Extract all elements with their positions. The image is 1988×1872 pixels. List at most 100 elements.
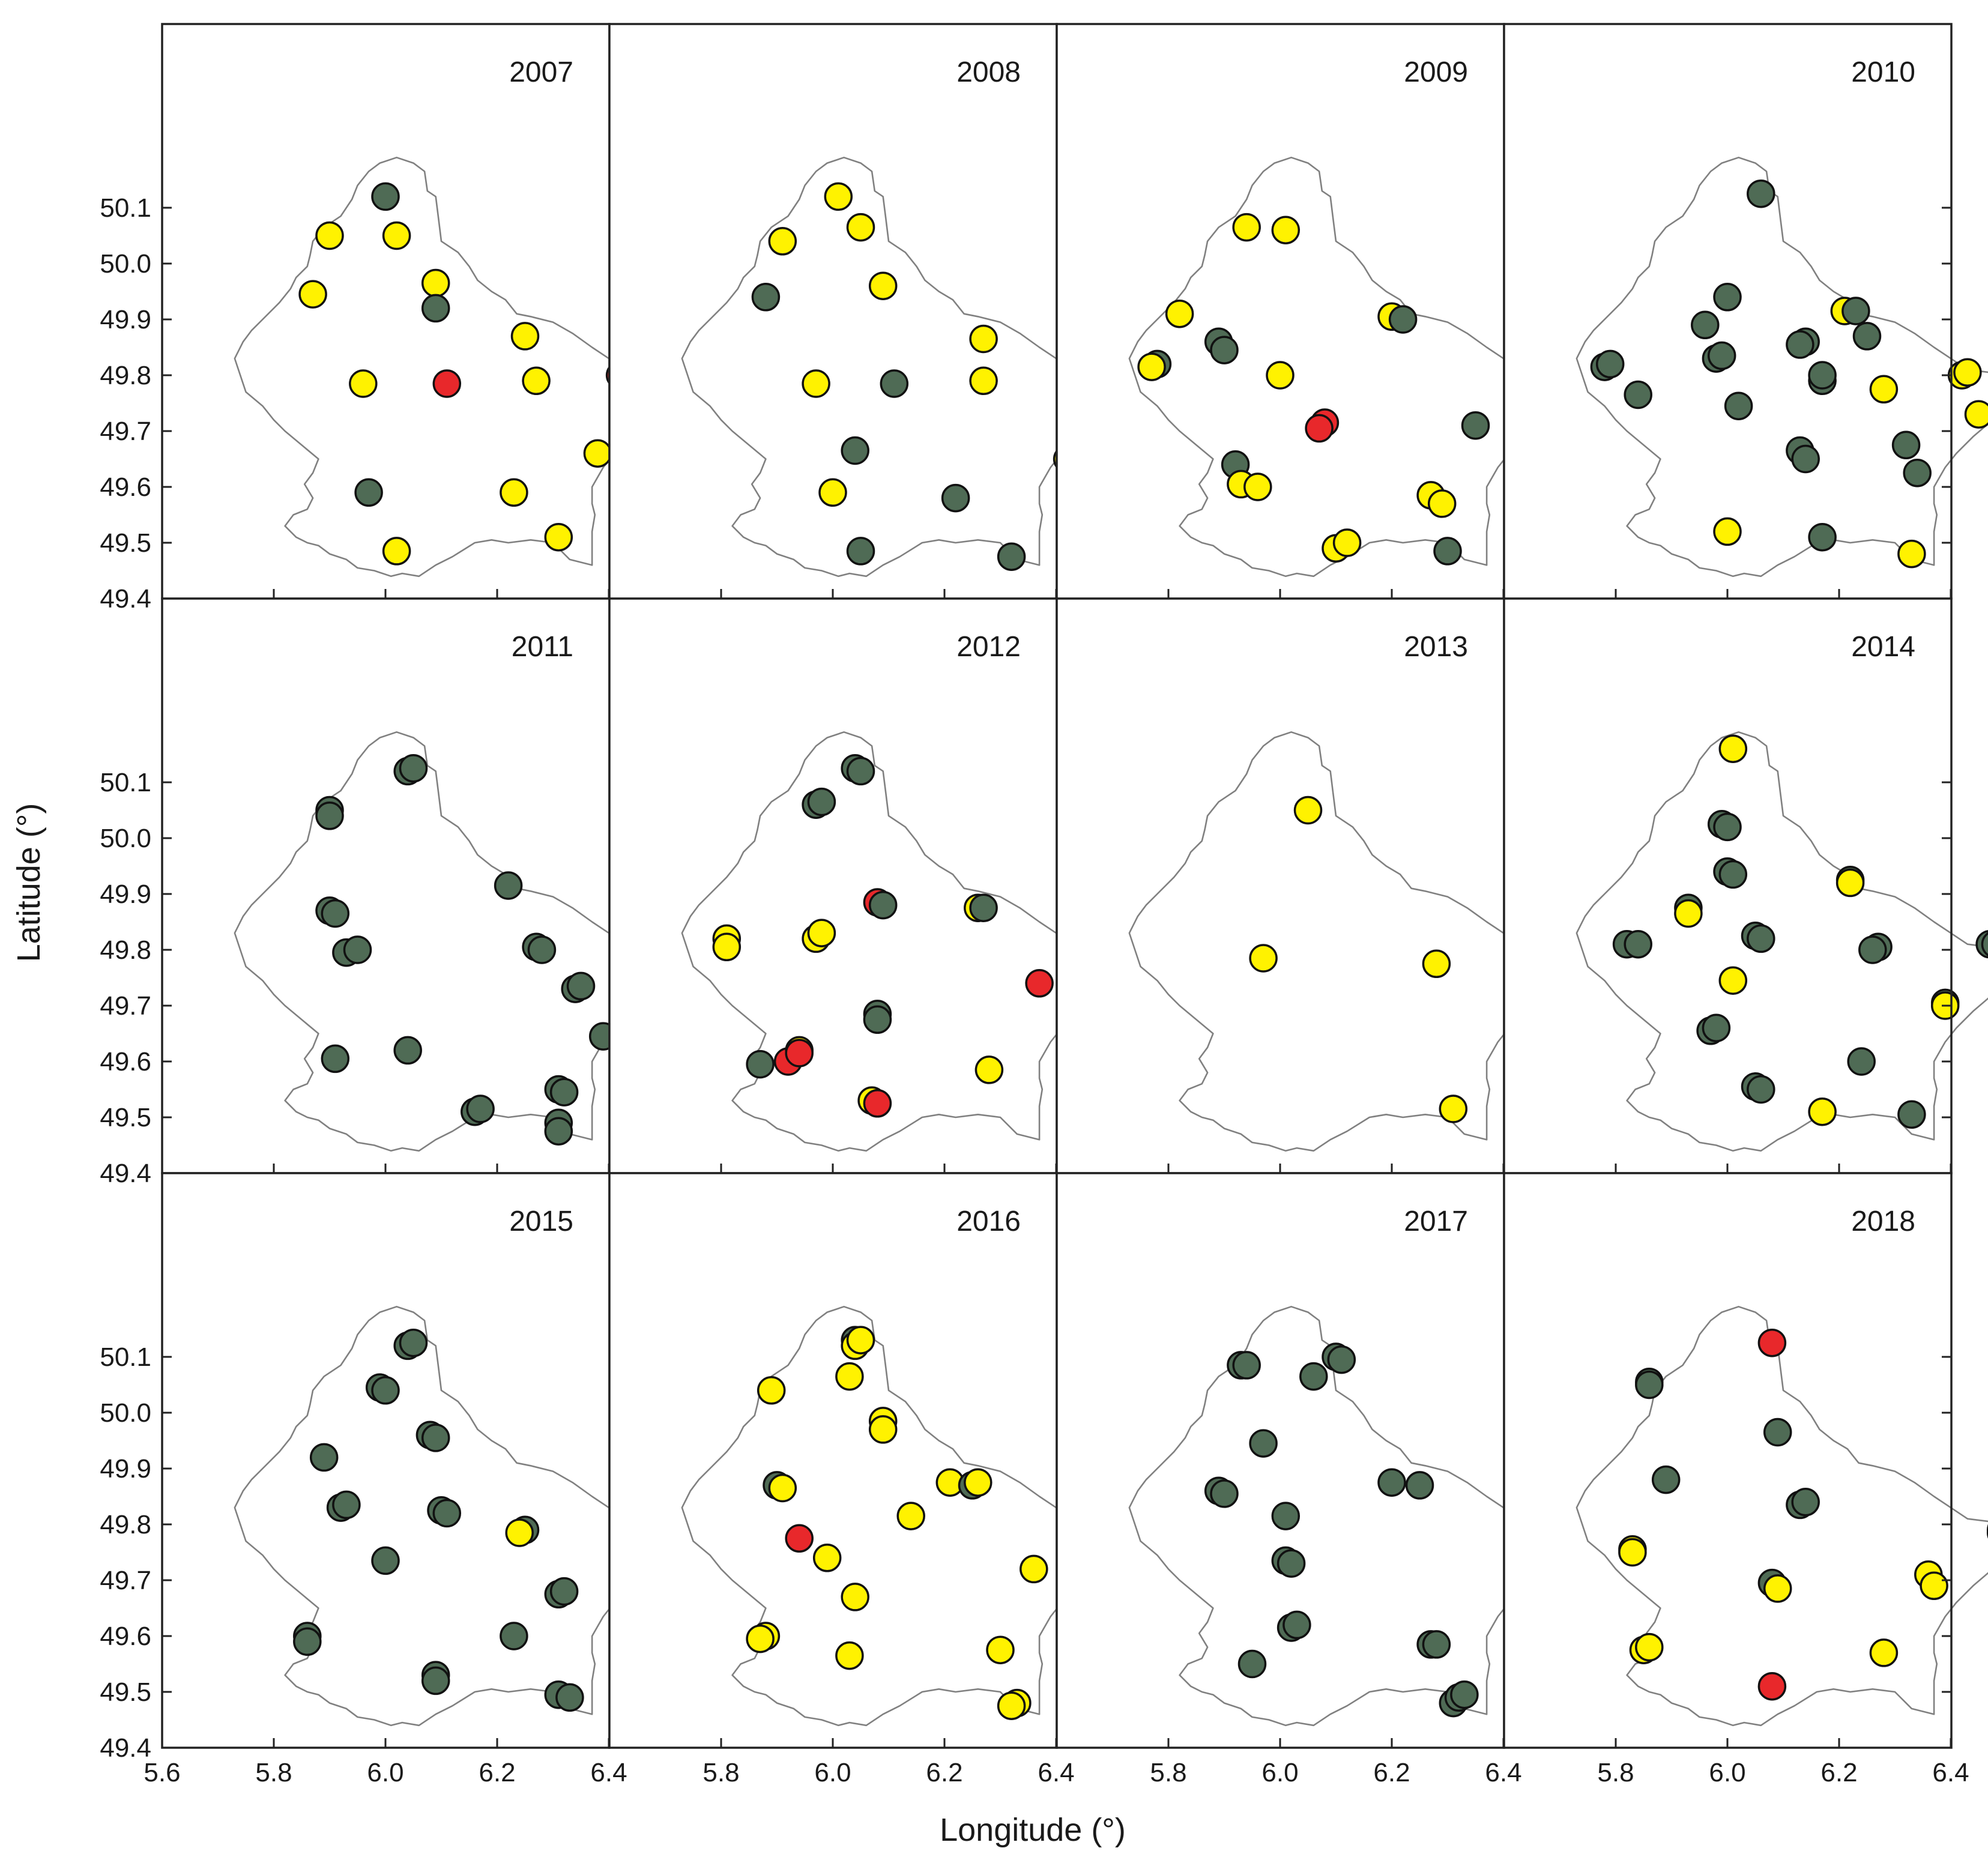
station-point-yellow <box>1618 1538 1647 1567</box>
x-tick-label: 6.2 <box>1373 1758 1410 1787</box>
station-point-red <box>785 1039 814 1067</box>
station-point-green <box>1786 330 1814 359</box>
x-tick-label: 5.8 <box>702 1758 739 1787</box>
y-tick-label: 50.1 <box>100 1342 151 1372</box>
country-border <box>1576 1306 1988 1727</box>
panel-2010: 2010 <box>1503 23 1988 600</box>
country-border <box>1576 731 1988 1152</box>
station-point-green <box>1791 1488 1820 1517</box>
station-point-yellow <box>1718 734 1748 763</box>
station-point-yellow <box>712 932 742 962</box>
station-point-yellow <box>315 221 344 250</box>
station-point-yellow <box>1835 868 1865 898</box>
panel-2015: 2015 <box>161 1172 680 1749</box>
y-tick-label: 49.5 <box>100 1677 151 1707</box>
x-tick-label: 6.2 <box>1820 1758 1857 1787</box>
station-point-yellow <box>1964 400 1988 429</box>
station-point-yellow <box>1427 489 1457 518</box>
station-point-yellow <box>868 271 898 300</box>
station-point-green <box>354 478 383 507</box>
station-point-green <box>997 542 1026 571</box>
y-tick-label: 49.6 <box>100 1622 151 1651</box>
station-point-green <box>1981 932 1988 956</box>
x-tick-label: 5.8 <box>1597 1758 1634 1787</box>
station-point-yellow <box>583 439 612 468</box>
panel-2016: 2016 <box>608 1172 1127 1749</box>
y-tick-label: 49.4 <box>100 1733 151 1763</box>
x-tick-label: 6.4 <box>1038 1758 1074 1787</box>
station-point-green <box>1388 305 1418 334</box>
station-point-yellow <box>1920 1571 1948 1601</box>
station-point-yellow <box>802 369 830 398</box>
x-tick-label: 6.0 <box>814 1758 851 1787</box>
station-point-green <box>1891 430 1921 460</box>
station-point-yellow <box>835 1362 864 1391</box>
station-point-yellow <box>500 478 528 507</box>
station-point-green <box>841 436 869 465</box>
station-point-green <box>863 1005 892 1034</box>
x-tick-label: 6.0 <box>1261 1758 1298 1787</box>
station-point-yellow <box>768 227 797 256</box>
y-tick-label: 49.7 <box>100 991 151 1021</box>
station-point-green <box>1763 1418 1792 1447</box>
station-point-yellow <box>964 1468 992 1497</box>
station-point-red <box>1025 969 1054 998</box>
station-point-green <box>1651 1465 1681 1494</box>
y-tick-label: 50.0 <box>100 824 151 853</box>
station-point-yellow <box>1165 299 1194 328</box>
y-tick-label: 49.4 <box>100 1159 151 1188</box>
station-point-green <box>1249 1429 1278 1458</box>
station-point-red <box>785 1524 814 1553</box>
station-point-yellow <box>1332 528 1362 557</box>
y-tick-label: 49.6 <box>100 1047 151 1076</box>
x-tick-label: 6.2 <box>926 1758 962 1787</box>
panel-background <box>162 1173 609 1748</box>
station-point-green <box>1724 391 1753 420</box>
station-point-green <box>1271 1502 1301 1530</box>
panel-2017: 2017 <box>1056 1172 1574 1749</box>
station-point-yellow <box>1808 1097 1837 1126</box>
station-point-yellow <box>1635 1632 1664 1662</box>
station-point-yellow <box>1439 1095 1468 1123</box>
station-point-green <box>371 1546 400 1575</box>
panel-year-label: 2014 <box>1851 631 1915 663</box>
panel-year-label: 2018 <box>1851 1206 1915 1237</box>
x-tick-label: 6.4 <box>1485 1758 1521 1787</box>
y-tick-label: 49.5 <box>100 528 151 558</box>
y-tick-label: 49.8 <box>100 1510 151 1539</box>
station-point-green <box>1327 1345 1356 1374</box>
station-point-green <box>1707 341 1736 370</box>
x-tick-label: 6.4 <box>590 1758 627 1787</box>
x-tick-label: 6.0 <box>367 1758 403 1787</box>
station-point-green <box>1808 361 1837 390</box>
y-tick-label: 50.0 <box>100 1398 151 1428</box>
station-point-green <box>1624 929 1652 959</box>
panel-year-label: 2008 <box>956 56 1021 88</box>
station-point-yellow <box>1674 899 1703 928</box>
station-point-red <box>1757 1671 1787 1701</box>
station-point-yellow <box>768 1473 797 1503</box>
station-point-green <box>293 1627 322 1656</box>
station-point-yellow <box>969 366 998 396</box>
panel-year-label: 2015 <box>509 1206 573 1237</box>
station-point-green <box>1718 860 1748 889</box>
station-point-green <box>399 753 428 783</box>
panel-2014: 2014 <box>1503 597 1988 1174</box>
station-point-yellow <box>382 221 411 250</box>
station-point-green <box>494 871 523 900</box>
station-point-green <box>421 1666 450 1695</box>
station-point-green <box>1791 444 1820 474</box>
country-border <box>234 1306 680 1727</box>
station-point-green <box>1433 537 1462 566</box>
country-border <box>1128 157 1574 578</box>
country-border <box>1128 1306 1574 1727</box>
station-point-yellow <box>1232 213 1261 242</box>
station-point-green <box>549 1078 579 1107</box>
station-point-green <box>371 1376 400 1405</box>
x-tick-label: 6.2 <box>479 1758 515 1787</box>
station-point-yellow <box>1020 1554 1048 1584</box>
station-point-yellow <box>1293 796 1323 825</box>
station-point-yellow <box>1718 966 1748 995</box>
panel-year-label: 2011 <box>512 631 573 663</box>
panel-background <box>1057 599 1504 1173</box>
